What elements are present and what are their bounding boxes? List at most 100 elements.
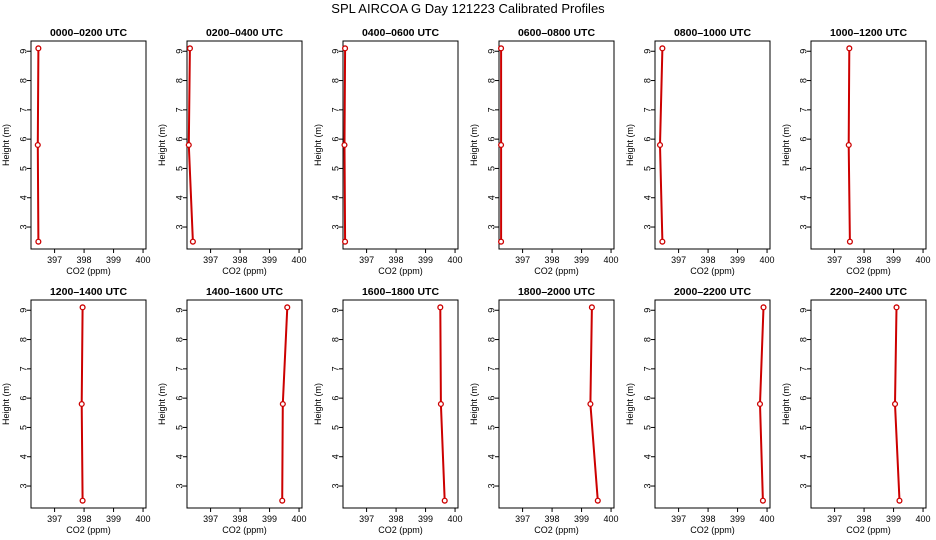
y-tick-label: 9 — [174, 308, 184, 313]
y-tick-label: 9 — [798, 49, 808, 54]
y-tick-label: 8 — [486, 78, 496, 83]
x-axis-label: CO2 (ppm) — [534, 525, 579, 535]
panel-4: 0600–0800 UTC 397 398 399 400 3 4 5 6 7 8 9 CO2 (ppm… — [469, 27, 619, 276]
y-tick-label: 4 — [18, 454, 28, 459]
y-tick-label: 5 — [642, 425, 652, 430]
y-tick-label: 4 — [330, 454, 340, 459]
y-tick-label: 7 — [174, 366, 184, 371]
y-tick-label: 7 — [330, 366, 340, 371]
y-tick-label: 4 — [18, 195, 28, 200]
x-tick-label: 399 — [886, 514, 901, 524]
data-point — [891, 400, 899, 408]
data-point — [437, 304, 444, 311]
x-tick-label: 400 — [604, 514, 619, 524]
x-tick-label: 397 — [359, 514, 374, 524]
x-axis-label: CO2 (ppm) — [846, 266, 891, 276]
x-tick-label: 399 — [574, 514, 589, 524]
plot-frame — [30, 299, 147, 509]
panel-11: 2000–2200 UTC 397 398 399 400 3 4 5 6 7 8 9 CO2 (ppm… — [625, 286, 775, 535]
x-tick-label: 397 — [827, 255, 842, 265]
data-point — [893, 304, 900, 311]
panel-1: 0000–0200 UTC 397 398 399 400 3 4 5 6 7 8 9 CO2 (ppm… — [1, 27, 151, 276]
y-tick-label: 6 — [486, 137, 496, 142]
x-axis-label: CO2 (ppm) — [66, 525, 111, 535]
data-point — [760, 304, 767, 311]
x-tick-label: 398 — [77, 255, 92, 265]
x-tick-label: 398 — [701, 255, 716, 265]
y-tick-label: 5 — [18, 166, 28, 171]
y-tick-label: 6 — [798, 396, 808, 401]
data-point — [587, 400, 594, 408]
panel-9: 1600–1800 UTC 397 398 399 400 3 4 5 6 7 8 9 CO2 (ppm… — [313, 286, 463, 535]
x-tick-label: 400 — [604, 255, 619, 265]
y-tick-label: 7 — [174, 107, 184, 112]
y-tick-label: 4 — [642, 195, 652, 200]
data-point — [759, 497, 766, 504]
data-point — [659, 45, 666, 52]
x-tick-label: 397 — [359, 255, 374, 265]
y-tick-label: 8 — [174, 337, 184, 342]
y-tick-label: 9 — [642, 49, 652, 54]
y-tick-label: 5 — [798, 166, 808, 171]
x-axis-label: CO2 (ppm) — [690, 266, 735, 276]
panel-10: 1800–2000 UTC 397 398 399 400 3 4 5 6 7 8 9 CO2 (ppm… — [469, 286, 619, 535]
x-tick-label: 399 — [106, 514, 121, 524]
x-tick-label: 397 — [515, 255, 530, 265]
x-tick-label: 399 — [106, 255, 121, 265]
plot-frame — [654, 40, 771, 250]
y-tick-label: 9 — [642, 308, 652, 313]
panel-5: 0800–1000 UTC 397 398 399 400 3 4 5 6 7 8 9 CO2 (ppm… — [625, 27, 775, 276]
x-tick-label: 400 — [448, 514, 463, 524]
data-point — [437, 400, 444, 408]
x-tick-label: 400 — [760, 255, 775, 265]
y-tick-label: 8 — [330, 78, 340, 83]
panel-title: 1600–1800 UTC — [362, 286, 439, 298]
y-tick-label: 5 — [642, 166, 652, 171]
panel-title: 0200–0400 UTC — [206, 27, 283, 39]
y-tick-label: 8 — [642, 78, 652, 83]
data-point — [79, 304, 86, 311]
x-tick-label: 400 — [916, 255, 931, 265]
x-tick-label: 398 — [77, 514, 92, 524]
panel-title: 2000–2200 UTC — [674, 286, 751, 298]
x-tick-label: 399 — [574, 255, 589, 265]
data-point — [659, 238, 666, 245]
y-tick-label: 4 — [798, 454, 808, 459]
y-tick-label: 4 — [330, 195, 340, 200]
y-tick-label: 8 — [798, 78, 808, 83]
data-point — [846, 238, 853, 245]
panel-title: 0800–1000 UTC — [674, 27, 751, 39]
y-tick-label: 7 — [486, 107, 496, 112]
x-tick-label: 400 — [136, 255, 151, 265]
panel-title: 2200–2400 UTC — [830, 286, 907, 298]
y-tick-label: 3 — [174, 484, 184, 489]
x-tick-label: 398 — [233, 255, 248, 265]
data-point — [498, 238, 505, 245]
data-point — [342, 238, 349, 245]
plot-frame — [810, 40, 927, 250]
y-tick-label: 6 — [642, 396, 652, 401]
y-tick-label: 4 — [486, 195, 496, 200]
y-tick-label: 6 — [642, 137, 652, 142]
y-tick-label: 5 — [174, 425, 184, 430]
data-point — [498, 141, 505, 149]
x-tick-label: 398 — [701, 514, 716, 524]
x-tick-label: 399 — [730, 255, 745, 265]
data-point — [342, 45, 349, 52]
y-axis-label: Height (m) — [625, 383, 635, 425]
data-point — [186, 45, 193, 52]
x-tick-label: 399 — [262, 514, 277, 524]
figure-title: SPL AIRCOA G Day 121223 Calibrated Profi… — [331, 1, 605, 16]
x-tick-label: 398 — [545, 255, 560, 265]
data-point — [78, 400, 85, 408]
x-axis-label: CO2 (ppm) — [378, 266, 423, 276]
y-axis-label: Height (m) — [625, 124, 635, 166]
y-tick-label: 9 — [18, 308, 28, 313]
x-tick-label: 397 — [827, 514, 842, 524]
y-tick-label: 5 — [486, 166, 496, 171]
y-axis-label: Height (m) — [469, 124, 479, 166]
panel-title: 1000–1200 UTC — [830, 27, 907, 39]
y-axis-label: Height (m) — [781, 124, 791, 166]
data-point — [279, 400, 286, 408]
y-axis-label: Height (m) — [157, 383, 167, 425]
